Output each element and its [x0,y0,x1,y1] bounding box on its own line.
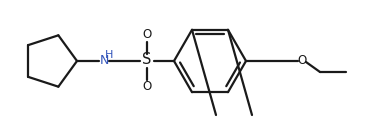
Text: S: S [142,52,152,67]
Text: O: O [142,29,152,41]
Text: O: O [297,54,307,66]
Text: O: O [142,81,152,93]
Text: N: N [99,54,109,66]
Text: H: H [105,50,113,60]
